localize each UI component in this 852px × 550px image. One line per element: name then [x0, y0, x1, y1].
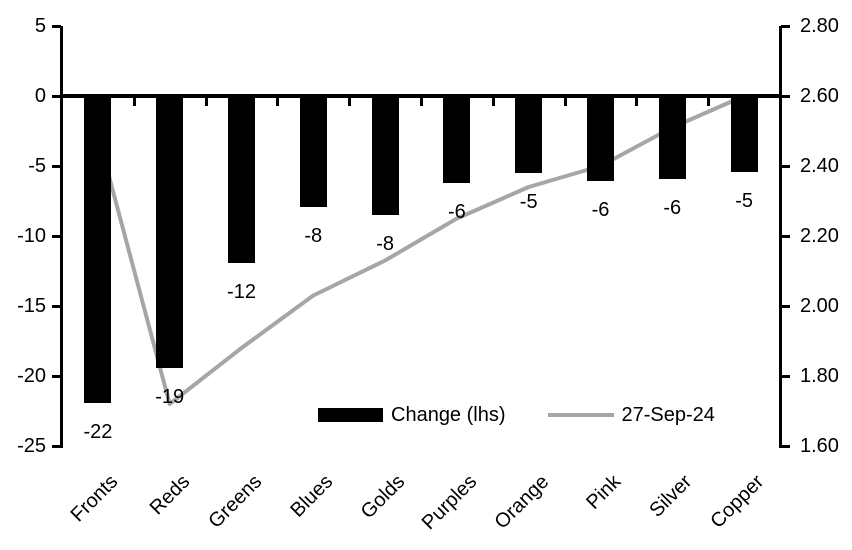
right-axis-tick — [781, 375, 790, 378]
category-boundary-tick — [635, 98, 639, 106]
category-boundary-tick — [132, 98, 136, 106]
line-series-27-sep-24 — [95, 94, 745, 406]
right-axis-tick-label: 1.60 — [800, 435, 839, 457]
bar-data-label: -8 — [376, 233, 394, 255]
bar-fronts — [84, 98, 112, 403]
bar-data-label: -19 — [155, 385, 185, 408]
legend-line-swatch-icon — [547, 413, 614, 417]
right-axis-tick-label: 2.80 — [800, 15, 839, 37]
legend-label-date: 27-Sep-24 — [621, 404, 715, 426]
zero-line — [60, 94, 782, 98]
bar-reds — [156, 98, 184, 368]
right-axis-tick — [781, 235, 790, 238]
left-axis-tick-label: -5 — [28, 155, 46, 177]
bar-data-label: -6 — [591, 199, 610, 222]
bar-data-label: -22 — [83, 420, 113, 443]
right-axis-line — [779, 26, 782, 448]
left-axis-tick-label: -25 — [17, 435, 46, 457]
legend-bar-swatch-icon — [318, 408, 383, 422]
right-axis-tick — [781, 95, 790, 98]
right-axis-tick — [781, 165, 790, 168]
left-axis-tick-label: -10 — [17, 225, 46, 247]
bar-data-label: -6 — [663, 196, 682, 219]
right-axis-tick-label: 2.20 — [800, 225, 839, 247]
right-axis-tick — [781, 445, 790, 448]
left-axis-tick-label: -20 — [17, 365, 46, 387]
right-axis-tick — [781, 25, 790, 28]
bar-greens — [228, 98, 255, 263]
bar-data-label: -5 — [735, 189, 753, 212]
bar-blues — [299, 98, 327, 207]
right-axis-tick-label: 2.00 — [800, 295, 839, 317]
left-axis-tick — [52, 25, 61, 28]
right-axis-tick-label: 2.40 — [800, 155, 839, 177]
category-boundary-tick — [563, 98, 567, 106]
bar-copper — [730, 98, 758, 172]
left-axis-tick-label: 0 — [34, 85, 46, 107]
bar-silver — [658, 98, 686, 179]
left-axis-tick — [52, 375, 61, 378]
left-axis-line — [60, 26, 63, 448]
left-axis-tick — [52, 95, 61, 98]
category-boundary-tick — [348, 98, 352, 106]
bar-data-label: -6 — [447, 200, 466, 223]
left-axis-tick — [52, 235, 61, 238]
right-axis-tick-label: 2.60 — [800, 85, 839, 107]
bar-purples — [443, 98, 471, 183]
left-axis-tick — [52, 305, 61, 308]
right-axis-tick — [781, 305, 790, 308]
bar-orange — [515, 98, 543, 173]
chart-legend: Change (lhs) 27-Sep-24 — [318, 401, 715, 429]
bar-golds — [371, 98, 399, 215]
bar-data-label: -8 — [304, 224, 323, 247]
bar-data-label: -5 — [519, 191, 538, 213]
bar-pink — [587, 98, 614, 182]
right-axis-tick-label: 1.80 — [800, 365, 839, 387]
left-axis-tick — [52, 165, 61, 168]
category-boundary-tick — [276, 98, 280, 106]
category-boundary-tick — [707, 98, 711, 106]
left-axis-tick-label: -15 — [17, 295, 46, 317]
left-axis-tick-label: 5 — [34, 15, 46, 37]
bar-data-label: -12 — [227, 280, 256, 303]
left-axis-tick — [52, 445, 61, 448]
category-boundary-tick — [491, 98, 495, 106]
legend-label-change: Change (lhs) — [391, 404, 506, 426]
category-boundary-tick — [204, 98, 208, 106]
category-boundary-tick — [420, 98, 423, 106]
